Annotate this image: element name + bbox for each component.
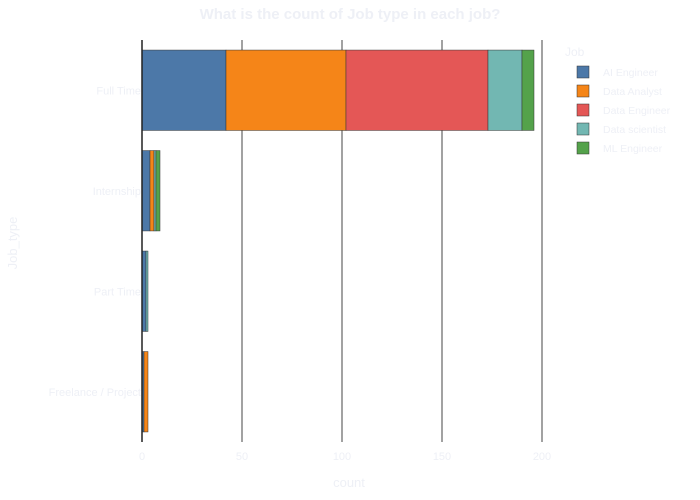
- bar: [145, 250, 149, 332]
- legend-items: AI Engineer Data Analyst Data Engineer Data…: [576, 65, 671, 155]
- legend-swatch: [576, 141, 590, 155]
- y-tick-labels: Full Time Internship Part Time Freelance / …: [49, 85, 141, 399]
- legend-label: Data Analyst: [603, 86, 662, 98]
- legend-swatch: [576, 103, 590, 117]
- legend[interactable]: Job AI Engineer Data Analyst Data Engineer…: [565, 45, 671, 155]
- bars: [141, 49, 535, 433]
- x-tick-label: 150: [433, 451, 451, 463]
- x-tick-label: 0: [139, 451, 145, 463]
- chart-title: What is the count of Job type in each jo…: [200, 6, 501, 23]
- x-tick-labels: 0 50 100 150 200: [139, 451, 551, 463]
- bar: [141, 49, 227, 131]
- legend-title: Job: [565, 45, 585, 59]
- y-tick-label: Freelance / Project: [49, 387, 141, 399]
- y-tick-label: Internship: [93, 186, 141, 198]
- bar: [141, 150, 151, 232]
- bar: [155, 150, 161, 232]
- y-axis-title: Job_type: [5, 217, 20, 270]
- bar: [143, 351, 149, 433]
- bar: [487, 49, 523, 131]
- legend-label: AI Engineer: [603, 67, 658, 79]
- y-tick-label: Part Time: [94, 286, 141, 298]
- x-tick-label: 100: [333, 451, 351, 463]
- bar: [521, 49, 535, 131]
- legend-swatch: [576, 65, 590, 79]
- x-tick-label: 200: [533, 451, 551, 463]
- bar: [225, 49, 347, 131]
- bar: [153, 150, 157, 232]
- legend-swatch: [576, 122, 590, 136]
- legend-swatch: [576, 84, 590, 98]
- bar: [345, 49, 489, 131]
- legend-label: Data Engineer: [603, 105, 671, 117]
- legend-label: ML Engineer: [603, 143, 663, 155]
- x-tick-label: 50: [236, 451, 248, 463]
- x-axis-title: count: [333, 475, 365, 490]
- bar: [149, 150, 155, 232]
- y-tick-label: Full Time: [96, 85, 141, 97]
- legend-label: Data scientist: [603, 124, 666, 136]
